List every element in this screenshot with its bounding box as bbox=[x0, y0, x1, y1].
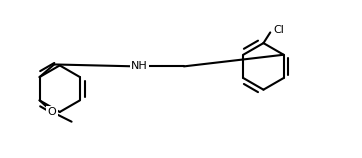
Text: Cl: Cl bbox=[273, 24, 284, 34]
Text: NH: NH bbox=[131, 61, 148, 71]
Text: O: O bbox=[48, 107, 56, 117]
